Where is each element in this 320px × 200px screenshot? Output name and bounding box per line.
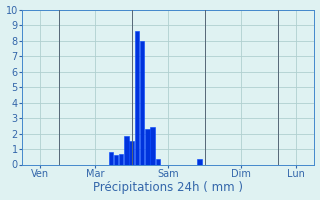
Bar: [129, 141, 134, 164]
Bar: [140, 41, 144, 164]
Bar: [150, 127, 155, 164]
X-axis label: Précipitations 24h ( mm ): Précipitations 24h ( mm ): [93, 181, 243, 194]
Bar: [114, 155, 118, 164]
Bar: [197, 159, 202, 164]
Bar: [108, 152, 113, 164]
Bar: [119, 154, 124, 164]
Bar: [124, 136, 129, 164]
Bar: [156, 159, 160, 164]
Bar: [145, 129, 149, 164]
Bar: [135, 31, 139, 164]
